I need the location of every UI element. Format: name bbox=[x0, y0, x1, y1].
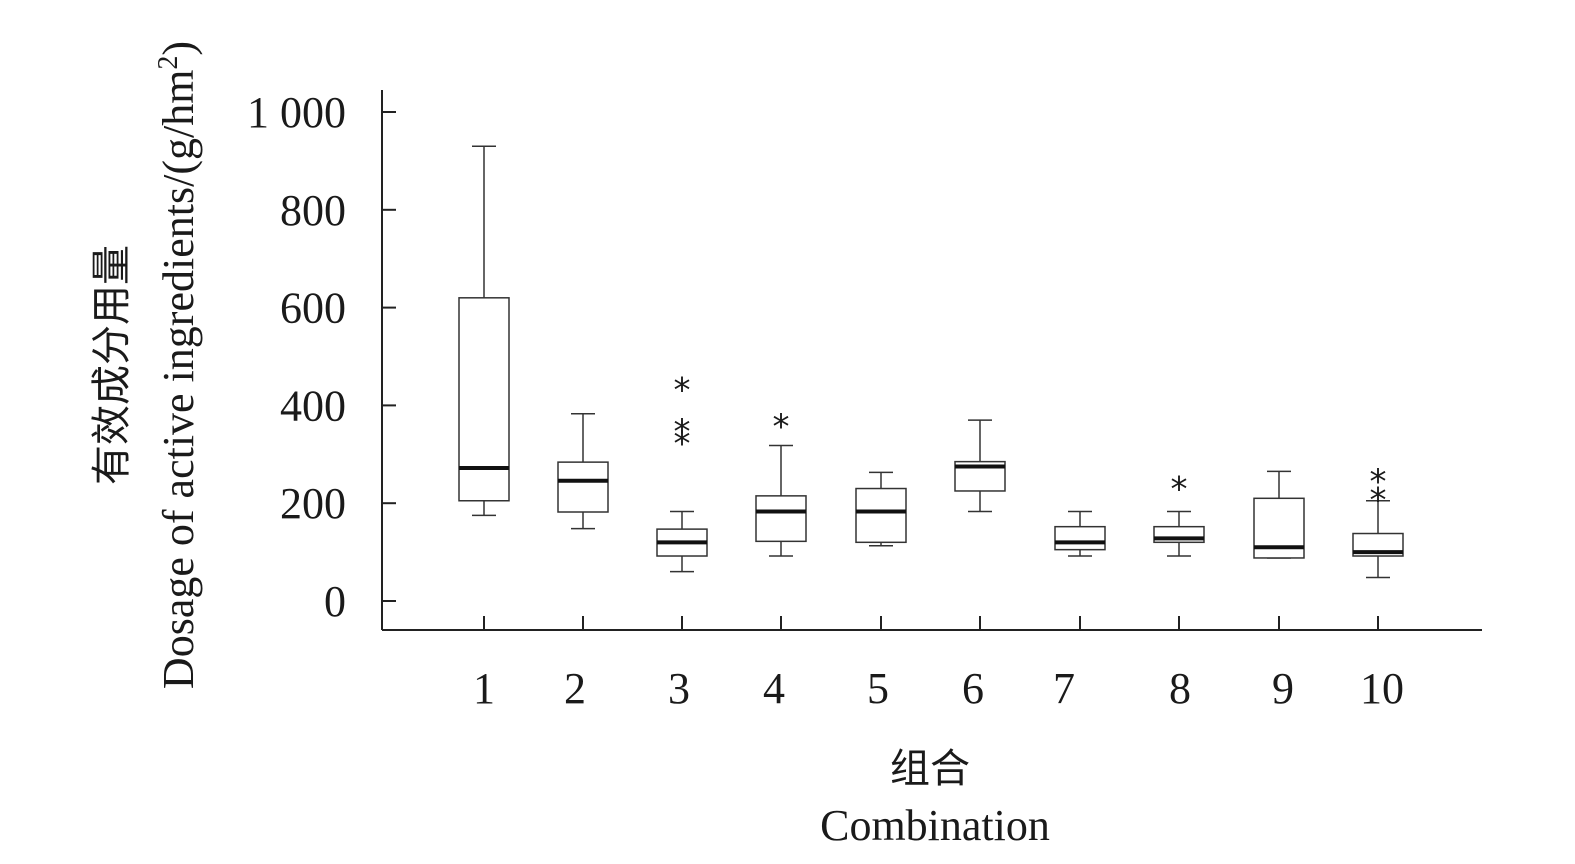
y-tick-label: 200 bbox=[280, 479, 346, 528]
y-tick-label: 0 bbox=[324, 577, 346, 626]
box-group-5 bbox=[855, 471, 907, 547]
x-axis: 1 2 3 4 5 6 7 8 9 10 bbox=[382, 616, 1482, 713]
box-iqr bbox=[557, 461, 609, 513]
x-tick-label: 8 bbox=[1169, 664, 1191, 713]
y-axis-title-en-superscript: 2 bbox=[153, 56, 184, 70]
box-series: *** ** ** bbox=[458, 145, 1404, 579]
box-iqr bbox=[855, 487, 907, 544]
x-tick-label: 4 bbox=[763, 664, 785, 713]
x-tick-label: 6 bbox=[962, 664, 984, 713]
box-iqr bbox=[458, 297, 510, 502]
y-tick-label: 600 bbox=[280, 284, 346, 333]
outlier-marker: * bbox=[1171, 470, 1188, 510]
y-axis-title: 有效成分用量 Dosage of active ingredients/(g/h… bbox=[89, 41, 203, 689]
box-iqr bbox=[1054, 525, 1106, 551]
y-tick-label: 800 bbox=[280, 186, 346, 235]
y-tick-label: 400 bbox=[280, 381, 346, 430]
y-axis: 0 200 400 600 800 1 000 bbox=[247, 88, 396, 630]
outlier-marker: * bbox=[773, 407, 790, 447]
outlier-marker: * bbox=[674, 370, 691, 410]
x-tick-label: 2 bbox=[564, 664, 586, 713]
x-tick-label: 9 bbox=[1272, 664, 1294, 713]
y-axis-title-en-main: Dosage of active ingredients/(g/hm bbox=[154, 70, 203, 689]
y-tick-label: 1 000 bbox=[247, 88, 346, 137]
outlier-marker: * bbox=[674, 424, 691, 464]
outlier-marker: * bbox=[1370, 480, 1387, 520]
box-group-1 bbox=[458, 145, 510, 517]
box-group-6 bbox=[954, 419, 1006, 513]
y-axis-title-en: Dosage of active ingredients/(g/hm2) bbox=[153, 41, 203, 689]
x-tick-label: 10 bbox=[1360, 664, 1404, 713]
box-group-3: *** bbox=[656, 370, 708, 573]
box-group-10: ** bbox=[1352, 462, 1404, 579]
x-tick-label: 1 bbox=[473, 664, 495, 713]
x-tick-label: 5 bbox=[867, 664, 889, 713]
box-group-4: * bbox=[755, 407, 807, 557]
box-iqr bbox=[755, 495, 807, 543]
x-tick-label: 7 bbox=[1053, 664, 1075, 713]
outlier-marker: * bbox=[674, 412, 691, 452]
x-axis-title-cn: 组合 bbox=[890, 746, 970, 792]
box-group-9 bbox=[1253, 470, 1305, 559]
x-axis-title-en: Combination bbox=[820, 801, 1050, 850]
y-axis-title-en-end: ) bbox=[154, 41, 203, 56]
x-tick-label: 3 bbox=[668, 664, 690, 713]
y-axis-title-cn: 有效成分用量 bbox=[89, 245, 135, 485]
box-group-8: * bbox=[1153, 470, 1205, 557]
outlier-marker: * bbox=[1370, 462, 1387, 502]
box-group-7 bbox=[1054, 510, 1106, 557]
box-group-2 bbox=[557, 412, 609, 530]
